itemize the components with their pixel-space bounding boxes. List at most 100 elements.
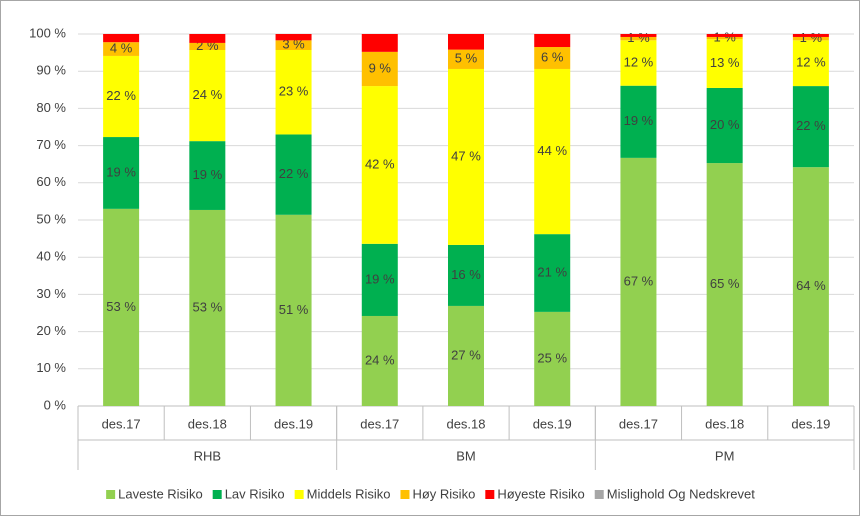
y-tick-label: 50 %	[36, 211, 66, 226]
data-label: 42 %	[365, 156, 395, 171]
bar-segment	[620, 157, 657, 406]
data-label: 19 %	[106, 164, 136, 179]
y-tick-label: 20 %	[36, 323, 66, 338]
legend-label: Mislighold Og Nedskrevet	[607, 486, 756, 501]
bar-segment	[361, 315, 398, 406]
legend-swatch	[106, 490, 116, 499]
group-label: BM	[456, 448, 476, 463]
bar-segment	[189, 49, 226, 142]
bar-segment	[189, 209, 226, 406]
bar-segment	[620, 36, 657, 41]
data-label: 19 %	[365, 271, 395, 286]
group-label: PM	[715, 448, 735, 463]
data-label: 3 %	[282, 37, 305, 52]
data-label: 67 %	[624, 273, 654, 288]
bar-segment	[706, 87, 743, 164]
bar-segment	[448, 305, 484, 406]
bar-segment	[620, 34, 657, 37]
y-tick-label: 30 %	[36, 286, 66, 301]
bar-segment	[706, 39, 743, 88]
y-tick-label: 10 %	[36, 360, 66, 375]
bar-segment	[275, 214, 312, 406]
y-tick-label: 60 %	[36, 174, 66, 189]
bar-segment	[448, 34, 484, 50]
x-tick-label: des.17	[619, 416, 658, 431]
legend-label: Lav Risiko	[225, 486, 285, 501]
y-tick-label: 100 %	[29, 25, 66, 40]
bar-segment	[103, 42, 140, 56]
bar-segment	[792, 36, 829, 41]
data-label: 1 %	[800, 30, 823, 45]
bar-segment	[448, 244, 484, 306]
bar-segment	[792, 86, 829, 168]
data-label: 24 %	[365, 352, 395, 367]
bar-segment	[534, 234, 571, 312]
data-label: 25 %	[537, 350, 567, 365]
bar-segment	[534, 34, 571, 48]
legend-label: Middels Risiko	[307, 486, 391, 501]
legend-label: Høyeste Risiko	[497, 486, 584, 501]
data-label: 22 %	[106, 88, 136, 103]
bar-segment	[103, 208, 140, 406]
data-label: 27 %	[451, 347, 481, 362]
x-tick-label: des.19	[791, 416, 830, 431]
legend-swatch	[400, 490, 410, 499]
x-tick-label: des.17	[360, 416, 399, 431]
data-label: 47 %	[451, 148, 481, 163]
x-tick-label: des.18	[705, 416, 744, 431]
bar-segment	[448, 49, 484, 69]
data-label: 12 %	[624, 54, 654, 69]
bar-segment	[534, 47, 571, 69]
data-label: 4 %	[110, 41, 133, 56]
data-label: 23 %	[279, 84, 309, 99]
bar-segment	[534, 311, 571, 406]
legend-swatch	[212, 490, 222, 499]
bar-segment	[189, 42, 226, 50]
bar-segment	[361, 243, 398, 316]
bar-segment	[361, 86, 398, 244]
legend-label: Laveste Risiko	[118, 486, 203, 501]
bar-segment	[534, 68, 571, 235]
bar-segment	[792, 167, 829, 406]
data-label: 65 %	[710, 276, 740, 291]
data-label: 12 %	[796, 55, 826, 70]
y-tick-label: 0 %	[44, 397, 67, 412]
legend-label: Høy Risiko	[412, 486, 475, 501]
data-label: 53 %	[106, 299, 136, 314]
data-label: 20 %	[710, 117, 740, 132]
bar-segment	[275, 49, 312, 135]
data-label: 22 %	[279, 166, 309, 181]
bar-segment	[361, 51, 398, 87]
x-tick-label: des.17	[102, 416, 141, 431]
bar-segment	[361, 34, 398, 52]
bar-segment	[792, 34, 829, 37]
data-label: 1 %	[713, 30, 736, 45]
bar-segment	[275, 134, 312, 215]
data-label: 21 %	[537, 264, 567, 279]
group-label: RHB	[194, 448, 221, 463]
bar-segment	[189, 141, 226, 210]
legend-swatch	[594, 490, 604, 499]
y-tick-label: 80 %	[36, 100, 66, 115]
data-label: 53 %	[193, 299, 223, 314]
bar-segment	[706, 36, 743, 40]
bar-segment	[620, 40, 657, 86]
data-label: 19 %	[624, 113, 654, 128]
bar-segment	[275, 34, 312, 41]
data-label: 19 %	[193, 167, 223, 182]
x-tick-label: des.19	[533, 416, 572, 431]
data-label: 44 %	[537, 143, 567, 158]
data-label: 5 %	[455, 51, 478, 66]
y-tick-label: 40 %	[36, 249, 66, 264]
legend-swatch	[294, 490, 304, 499]
y-tick-label: 90 %	[36, 63, 66, 78]
x-tick-label: des.18	[446, 416, 485, 431]
bar-segment	[620, 85, 657, 158]
data-label: 6 %	[541, 49, 564, 64]
data-label: 9 %	[369, 60, 392, 75]
data-label: 51 %	[279, 302, 309, 317]
bar-segment	[792, 40, 829, 87]
bar-segment	[103, 137, 140, 209]
data-label: 1 %	[627, 30, 650, 45]
